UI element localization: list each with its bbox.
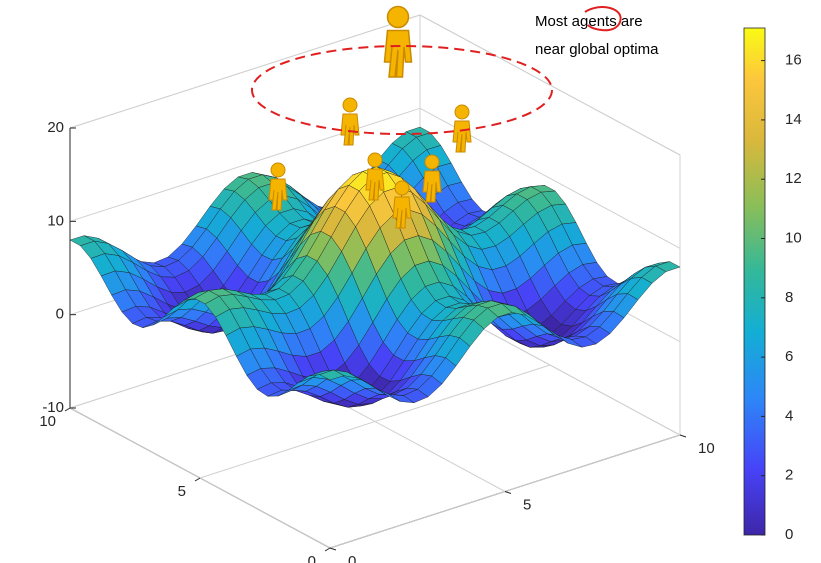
colorbar-ticks: 0 2 4 6 8 10 12 14 16 (761, 52, 802, 543)
tick-mark (194, 477, 201, 482)
agent-icon (383, 5, 413, 78)
colorbar-tick-label: 2 (785, 467, 793, 484)
annotation: Most agents are (535, 13, 643, 30)
z-tick-label: -10 (42, 399, 64, 416)
colorbar-tick-label: 10 (785, 229, 802, 246)
colorbar-tick-label: 8 (785, 289, 793, 306)
colorbar (743, 27, 766, 536)
colorbar-tick-label: 6 (785, 348, 793, 365)
x-tick-label: 10 (698, 440, 715, 457)
grid-line (69, 14, 421, 129)
z-tick-label: 0 (56, 306, 64, 323)
agent-icon (340, 97, 360, 146)
z-tick-label: 20 (47, 119, 64, 136)
tick-mark (679, 434, 687, 438)
surface (69, 126, 681, 408)
x-tick-label: 0 (348, 553, 356, 563)
colorbar-tick-label: 0 (785, 526, 793, 543)
colorbar-tick-label: 16 (785, 52, 802, 69)
y-tick-label: 5 (178, 483, 186, 500)
grid-line (69, 107, 421, 222)
colorbar-tick-label: 4 (785, 407, 793, 424)
colorbar-tick-label: 14 (785, 111, 802, 128)
highlight-scribble (584, 6, 622, 32)
optima-ellipse (251, 45, 553, 135)
tick-mark (64, 407, 71, 412)
x-tick-label: 5 (523, 496, 531, 513)
colorbar-tick-label: 12 (785, 170, 802, 187)
tick-mark (324, 547, 331, 552)
tick-mark (329, 547, 337, 551)
z-tick-label: 10 (47, 212, 64, 229)
tick-mark (504, 491, 512, 494)
y-tick-label: 0 (308, 553, 316, 563)
annotation: near global optima (535, 41, 659, 58)
y-tick-label: 10 (39, 413, 56, 430)
ticks: -10 0 10 20 0 5 10 0 5 10 (39, 119, 714, 563)
surface-cell (319, 369, 345, 381)
